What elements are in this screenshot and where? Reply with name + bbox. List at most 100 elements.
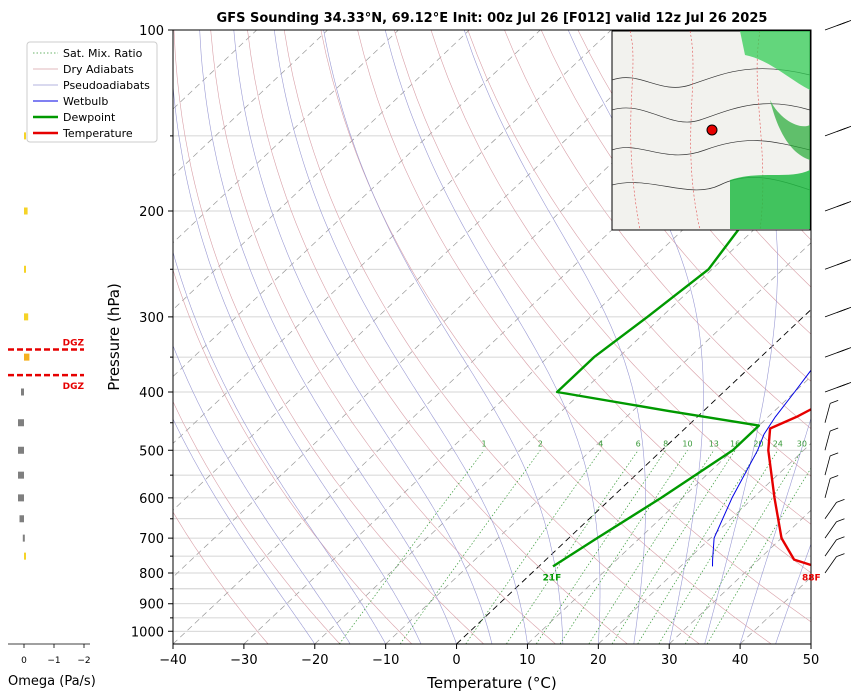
legend-item: Sat. Mix. Ratio [63, 47, 143, 60]
omega-bar [24, 313, 29, 321]
y-axis-label: Pressure (hPa) [105, 283, 123, 391]
wind-barb-flag [830, 427, 839, 432]
dry-adiabat [173, 511, 269, 644]
pseudoadiabat [173, 250, 386, 644]
mixing-ratio-label: 6 [636, 439, 641, 448]
omega-bar [18, 494, 24, 502]
legend-item: Dry Adiabats [63, 63, 134, 76]
series-wetbulb [712, 369, 811, 567]
mixing-ratio-label: 13 [709, 439, 719, 448]
dry-adiabat [357, 30, 811, 623]
mixing-ratio-line [399, 450, 541, 644]
y-tick-label: 400 [139, 386, 164, 401]
legend: Sat. Mix. Ratio Dry Adiabats Pseudoadiabat… [26, 41, 158, 143]
pseudoadiabat [739, 417, 811, 644]
wind-barb-flag [836, 128, 846, 132]
mixing-ratio-line [706, 467, 811, 644]
dry-adiabat [540, 30, 811, 382]
location-marker [706, 124, 718, 136]
wind-barb-staff [824, 556, 837, 574]
wind-barb-staff [824, 403, 831, 423]
pseudoadiabat [173, 344, 351, 644]
pseudoadiabat [704, 30, 778, 644]
omega-bar [19, 515, 24, 523]
x-tick-label: −40 [159, 653, 186, 668]
mixing-ratio-line [559, 450, 688, 644]
omega-bar [24, 265, 26, 273]
omega-tick-label: −2 [77, 656, 90, 666]
wind-barb-flag [836, 553, 845, 557]
isotherm [173, 30, 470, 311]
dry-adiabat [577, 30, 811, 335]
pseudoadiabat [173, 82, 422, 644]
dry-adiabat [430, 30, 811, 525]
pseudoadiabat [775, 543, 811, 644]
isotherm [173, 30, 399, 244]
dgz-label: DGZ [63, 382, 85, 392]
isotherm [173, 30, 683, 511]
pseudoadiabat [384, 30, 601, 644]
x-tick-label: −30 [230, 653, 257, 668]
mixing-ratio-label: 16 [730, 439, 740, 448]
omega-bar [18, 419, 24, 427]
wind-barb-flag [830, 400, 839, 404]
pseudoadiabat [173, 418, 316, 644]
mixing-ratio-label: 36 [817, 439, 827, 448]
omega-tick-label: 0 [21, 656, 27, 666]
x-tick-label: 40 [732, 653, 749, 668]
omega-panel: DGZ DGZ 0 −1 −2 [8, 132, 91, 666]
pseudoadiabat [463, 30, 646, 644]
dry-adiabat [283, 30, 700, 644]
surface-dewpoint-label: 21F [543, 573, 562, 583]
dry-adiabat [467, 30, 811, 477]
dry-adiabat [504, 30, 811, 430]
wind-barb-flag [830, 452, 839, 457]
pseudoadiabat [233, 30, 493, 644]
y-tick-label: 600 [139, 492, 164, 507]
wind-barb-staff [824, 521, 837, 539]
y-tick-label: 200 [139, 205, 164, 220]
omega-bar [18, 471, 24, 479]
x-tick-label: 20 [590, 653, 607, 668]
series-temperature [767, 407, 811, 567]
mixing-ratio-line [339, 450, 485, 644]
mixing-ratio-label: 20 [753, 439, 763, 448]
x-tick-label: 50 [803, 653, 820, 668]
legend-item: Wetbulb [63, 95, 108, 108]
mixing-ratio-line [637, 450, 759, 644]
wind-barb-staff [824, 430, 831, 451]
dgz-label: DGZ [63, 339, 85, 349]
dry-adiabat [173, 268, 413, 644]
y-tick-label: 300 [139, 311, 164, 326]
x-tick-label: 30 [661, 653, 678, 668]
isotherm [810, 643, 811, 644]
mixing-ratio-label: 1 [481, 439, 486, 448]
wind-barb-flag [836, 536, 845, 541]
wind-barb-flag [830, 475, 839, 479]
omega-bar [24, 207, 28, 215]
wind-barb-flag [836, 518, 845, 523]
mixing-ratio-line [684, 450, 803, 644]
omega-bar [24, 353, 30, 361]
mixing-ratio-line [506, 450, 639, 644]
y-tick-label: 1000 [131, 625, 164, 640]
plot-frame [172, 29, 812, 645]
wind-barbs [824, 20, 851, 574]
wind-barb-staff [824, 539, 837, 557]
pseudoadiabat [199, 30, 457, 644]
x-tick-label: −10 [372, 653, 399, 668]
dry-adiabat [394, 30, 811, 574]
omega-bar [22, 534, 25, 542]
dry-adiabat [173, 30, 484, 644]
omega-bar [21, 388, 24, 396]
mixing-ratio-label: 30 [797, 439, 807, 448]
y-tick-label: 900 [139, 598, 164, 613]
surface-temp-label: 88F [802, 573, 821, 583]
x-tick-label: 0 [452, 653, 460, 668]
mixing-ratio-line [588, 450, 715, 644]
dry-adiabat [320, 30, 772, 644]
pseudoadiabat [323, 30, 564, 644]
x-axis-label: Temperature (°C) [426, 674, 556, 692]
legend-item: Pseudoadiabats [63, 79, 150, 92]
wind-barb-flag [836, 499, 845, 503]
